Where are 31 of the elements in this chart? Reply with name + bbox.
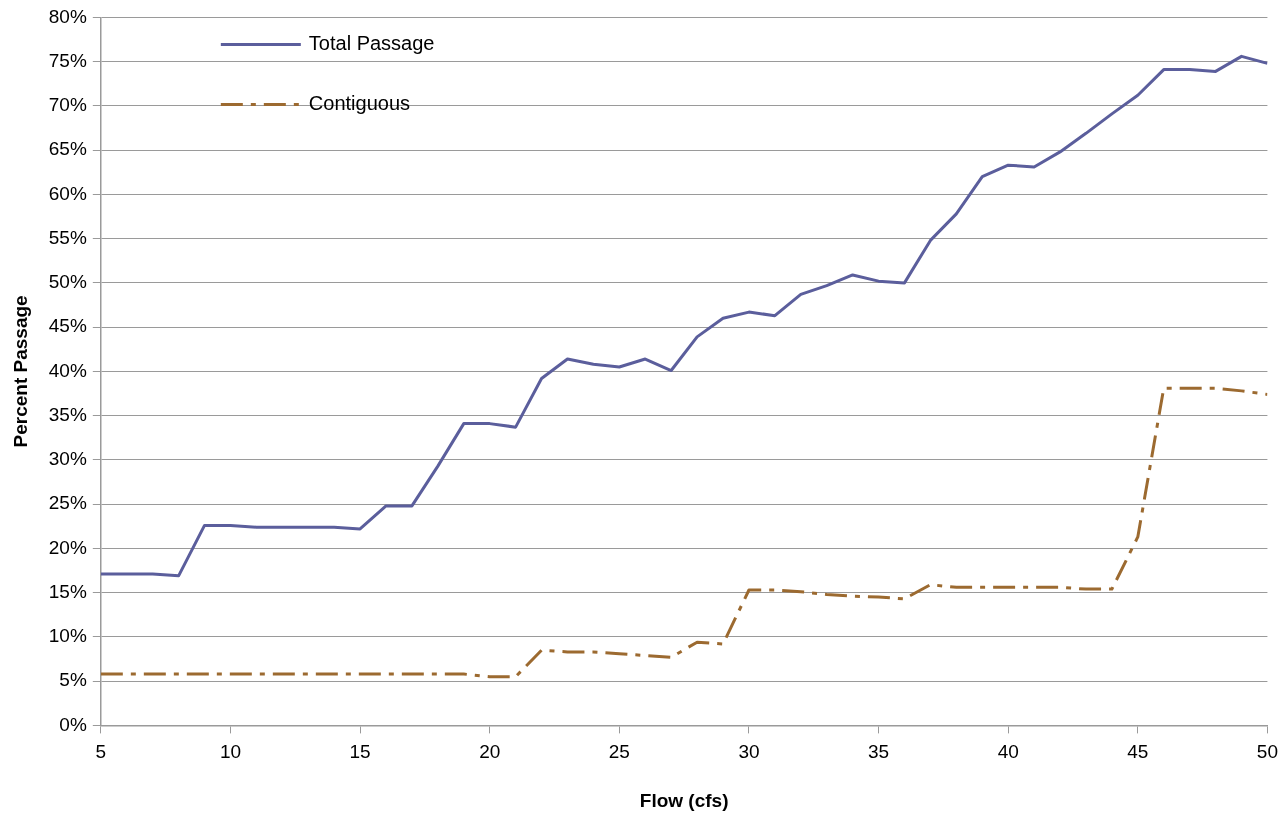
x-tick-label: 10	[219, 741, 242, 763]
y-tick-label: 40%	[48, 359, 87, 381]
y-tick-label: 55%	[48, 226, 87, 248]
x-axis-title: Flow (cfs)	[639, 789, 729, 811]
legend-label: Total Passage	[308, 31, 435, 54]
x-tick-label: 30	[738, 741, 760, 763]
y-tick-label: 0%	[59, 713, 87, 735]
x-tick-label: 25	[608, 741, 630, 763]
y-tick-label: 35%	[48, 403, 87, 425]
x-tick-label: 40	[997, 741, 1019, 763]
x-tick-label: 5	[95, 741, 107, 763]
y-tick-label: 15%	[48, 580, 87, 602]
y-tick-label: 25%	[48, 492, 87, 514]
y-tick-label: 10%	[48, 625, 87, 647]
y-tick-label: 75%	[48, 49, 87, 71]
y-tick-label: 70%	[48, 94, 87, 116]
x-tick-label: 15	[349, 741, 371, 763]
y-tick-label: 80%	[48, 5, 87, 27]
y-tick-label: 50%	[48, 271, 87, 293]
x-tick-label: 50	[1256, 741, 1278, 763]
y-tick-label: 30%	[48, 448, 87, 470]
legend-label: Contiguous	[308, 91, 411, 114]
y-tick-label: 45%	[48, 315, 87, 337]
x-tick-label: 45	[1127, 741, 1149, 763]
x-tick-label: 20	[479, 741, 501, 763]
x-tick-label: 35	[867, 741, 890, 763]
y-tick-label: 60%	[48, 182, 87, 204]
y-axis-title: Percent Passage	[9, 295, 31, 448]
y-tick-label: 20%	[48, 536, 87, 558]
y-tick-label: 5%	[59, 669, 87, 691]
y-tick-label: 65%	[48, 138, 87, 160]
